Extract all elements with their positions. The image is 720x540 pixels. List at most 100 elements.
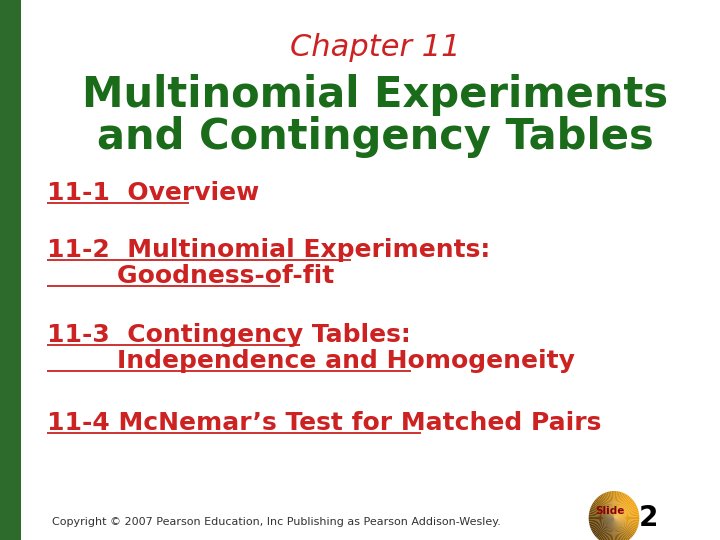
Wedge shape: [614, 518, 639, 525]
Wedge shape: [591, 518, 614, 531]
Wedge shape: [614, 518, 638, 529]
Wedge shape: [614, 518, 626, 540]
Wedge shape: [603, 518, 614, 540]
Wedge shape: [614, 518, 639, 522]
Wedge shape: [589, 514, 614, 518]
Wedge shape: [600, 518, 614, 540]
Wedge shape: [589, 518, 614, 524]
Wedge shape: [614, 498, 632, 518]
Text: Copyright © 2007 Pearson Education, Inc Publishing as Pearson Addison-Wesley.: Copyright © 2007 Pearson Education, Inc …: [52, 517, 500, 527]
Wedge shape: [610, 518, 614, 540]
Wedge shape: [589, 516, 614, 518]
Text: 11-2  Multinomial Experiments:: 11-2 Multinomial Experiments:: [47, 238, 490, 262]
Wedge shape: [598, 518, 614, 540]
Wedge shape: [605, 518, 614, 540]
Wedge shape: [589, 518, 614, 525]
Wedge shape: [595, 500, 614, 518]
Wedge shape: [614, 509, 639, 518]
Wedge shape: [614, 493, 625, 518]
Wedge shape: [600, 495, 614, 518]
Wedge shape: [606, 518, 614, 540]
Text: Chapter 11: Chapter 11: [289, 33, 460, 63]
Wedge shape: [614, 516, 639, 518]
Wedge shape: [614, 500, 634, 518]
Wedge shape: [614, 518, 624, 540]
Wedge shape: [614, 492, 624, 518]
Text: 2: 2: [639, 504, 658, 532]
Text: Independence and Homogeneity: Independence and Homogeneity: [47, 349, 575, 373]
Wedge shape: [591, 505, 614, 518]
Wedge shape: [614, 497, 631, 518]
Wedge shape: [610, 491, 614, 518]
Wedge shape: [614, 518, 629, 540]
Wedge shape: [593, 502, 614, 518]
Wedge shape: [598, 496, 614, 518]
Wedge shape: [614, 518, 636, 534]
Wedge shape: [614, 491, 616, 518]
Wedge shape: [611, 491, 614, 518]
Wedge shape: [611, 518, 614, 540]
Wedge shape: [592, 518, 614, 532]
Wedge shape: [614, 504, 636, 518]
Wedge shape: [614, 518, 637, 531]
Wedge shape: [614, 518, 634, 535]
Wedge shape: [614, 492, 622, 518]
Wedge shape: [614, 491, 618, 518]
Wedge shape: [614, 501, 634, 518]
Wedge shape: [614, 518, 625, 540]
Wedge shape: [614, 502, 636, 518]
Wedge shape: [613, 491, 615, 518]
Wedge shape: [614, 518, 634, 537]
Wedge shape: [614, 518, 639, 520]
Wedge shape: [613, 518, 615, 540]
Wedge shape: [590, 507, 614, 518]
Wedge shape: [614, 510, 639, 518]
Text: 11-1  Overview: 11-1 Overview: [47, 181, 259, 205]
Wedge shape: [597, 518, 614, 539]
Text: Goodness-of-fit: Goodness-of-fit: [47, 264, 334, 288]
Wedge shape: [593, 518, 614, 534]
Wedge shape: [614, 507, 638, 518]
FancyBboxPatch shape: [0, 0, 21, 540]
Wedge shape: [614, 495, 628, 518]
Wedge shape: [595, 518, 614, 537]
Wedge shape: [614, 491, 620, 518]
Wedge shape: [592, 504, 614, 518]
Wedge shape: [614, 518, 616, 540]
Wedge shape: [614, 518, 631, 539]
Wedge shape: [614, 518, 639, 527]
Text: and Contingency Tables: and Contingency Tables: [96, 116, 653, 158]
Wedge shape: [590, 509, 614, 518]
Wedge shape: [590, 518, 614, 527]
Wedge shape: [614, 512, 639, 518]
Wedge shape: [589, 512, 614, 518]
Text: Multinomial Experiments: Multinomial Experiments: [82, 74, 668, 116]
Wedge shape: [614, 514, 639, 518]
Wedge shape: [606, 492, 614, 518]
Wedge shape: [608, 518, 614, 540]
Wedge shape: [601, 494, 614, 518]
Wedge shape: [614, 496, 629, 518]
Wedge shape: [589, 518, 614, 522]
Wedge shape: [605, 492, 614, 518]
Wedge shape: [593, 501, 614, 518]
Text: Slide: Slide: [595, 506, 625, 516]
Text: 11-4 McNemar’s Test for Matched Pairs: 11-4 McNemar’s Test for Matched Pairs: [47, 411, 601, 435]
Wedge shape: [595, 518, 614, 538]
Wedge shape: [614, 518, 632, 538]
Wedge shape: [614, 518, 636, 532]
Wedge shape: [614, 518, 622, 540]
Wedge shape: [608, 491, 614, 518]
Text: 11-3  Contingency Tables:: 11-3 Contingency Tables:: [47, 323, 410, 347]
Wedge shape: [595, 498, 614, 518]
Wedge shape: [614, 494, 626, 518]
Wedge shape: [593, 518, 614, 535]
Wedge shape: [614, 518, 628, 540]
Wedge shape: [589, 518, 614, 520]
Wedge shape: [614, 505, 637, 518]
Wedge shape: [614, 518, 639, 524]
Wedge shape: [597, 497, 614, 518]
Wedge shape: [589, 510, 614, 518]
Wedge shape: [603, 493, 614, 518]
Wedge shape: [614, 518, 618, 540]
